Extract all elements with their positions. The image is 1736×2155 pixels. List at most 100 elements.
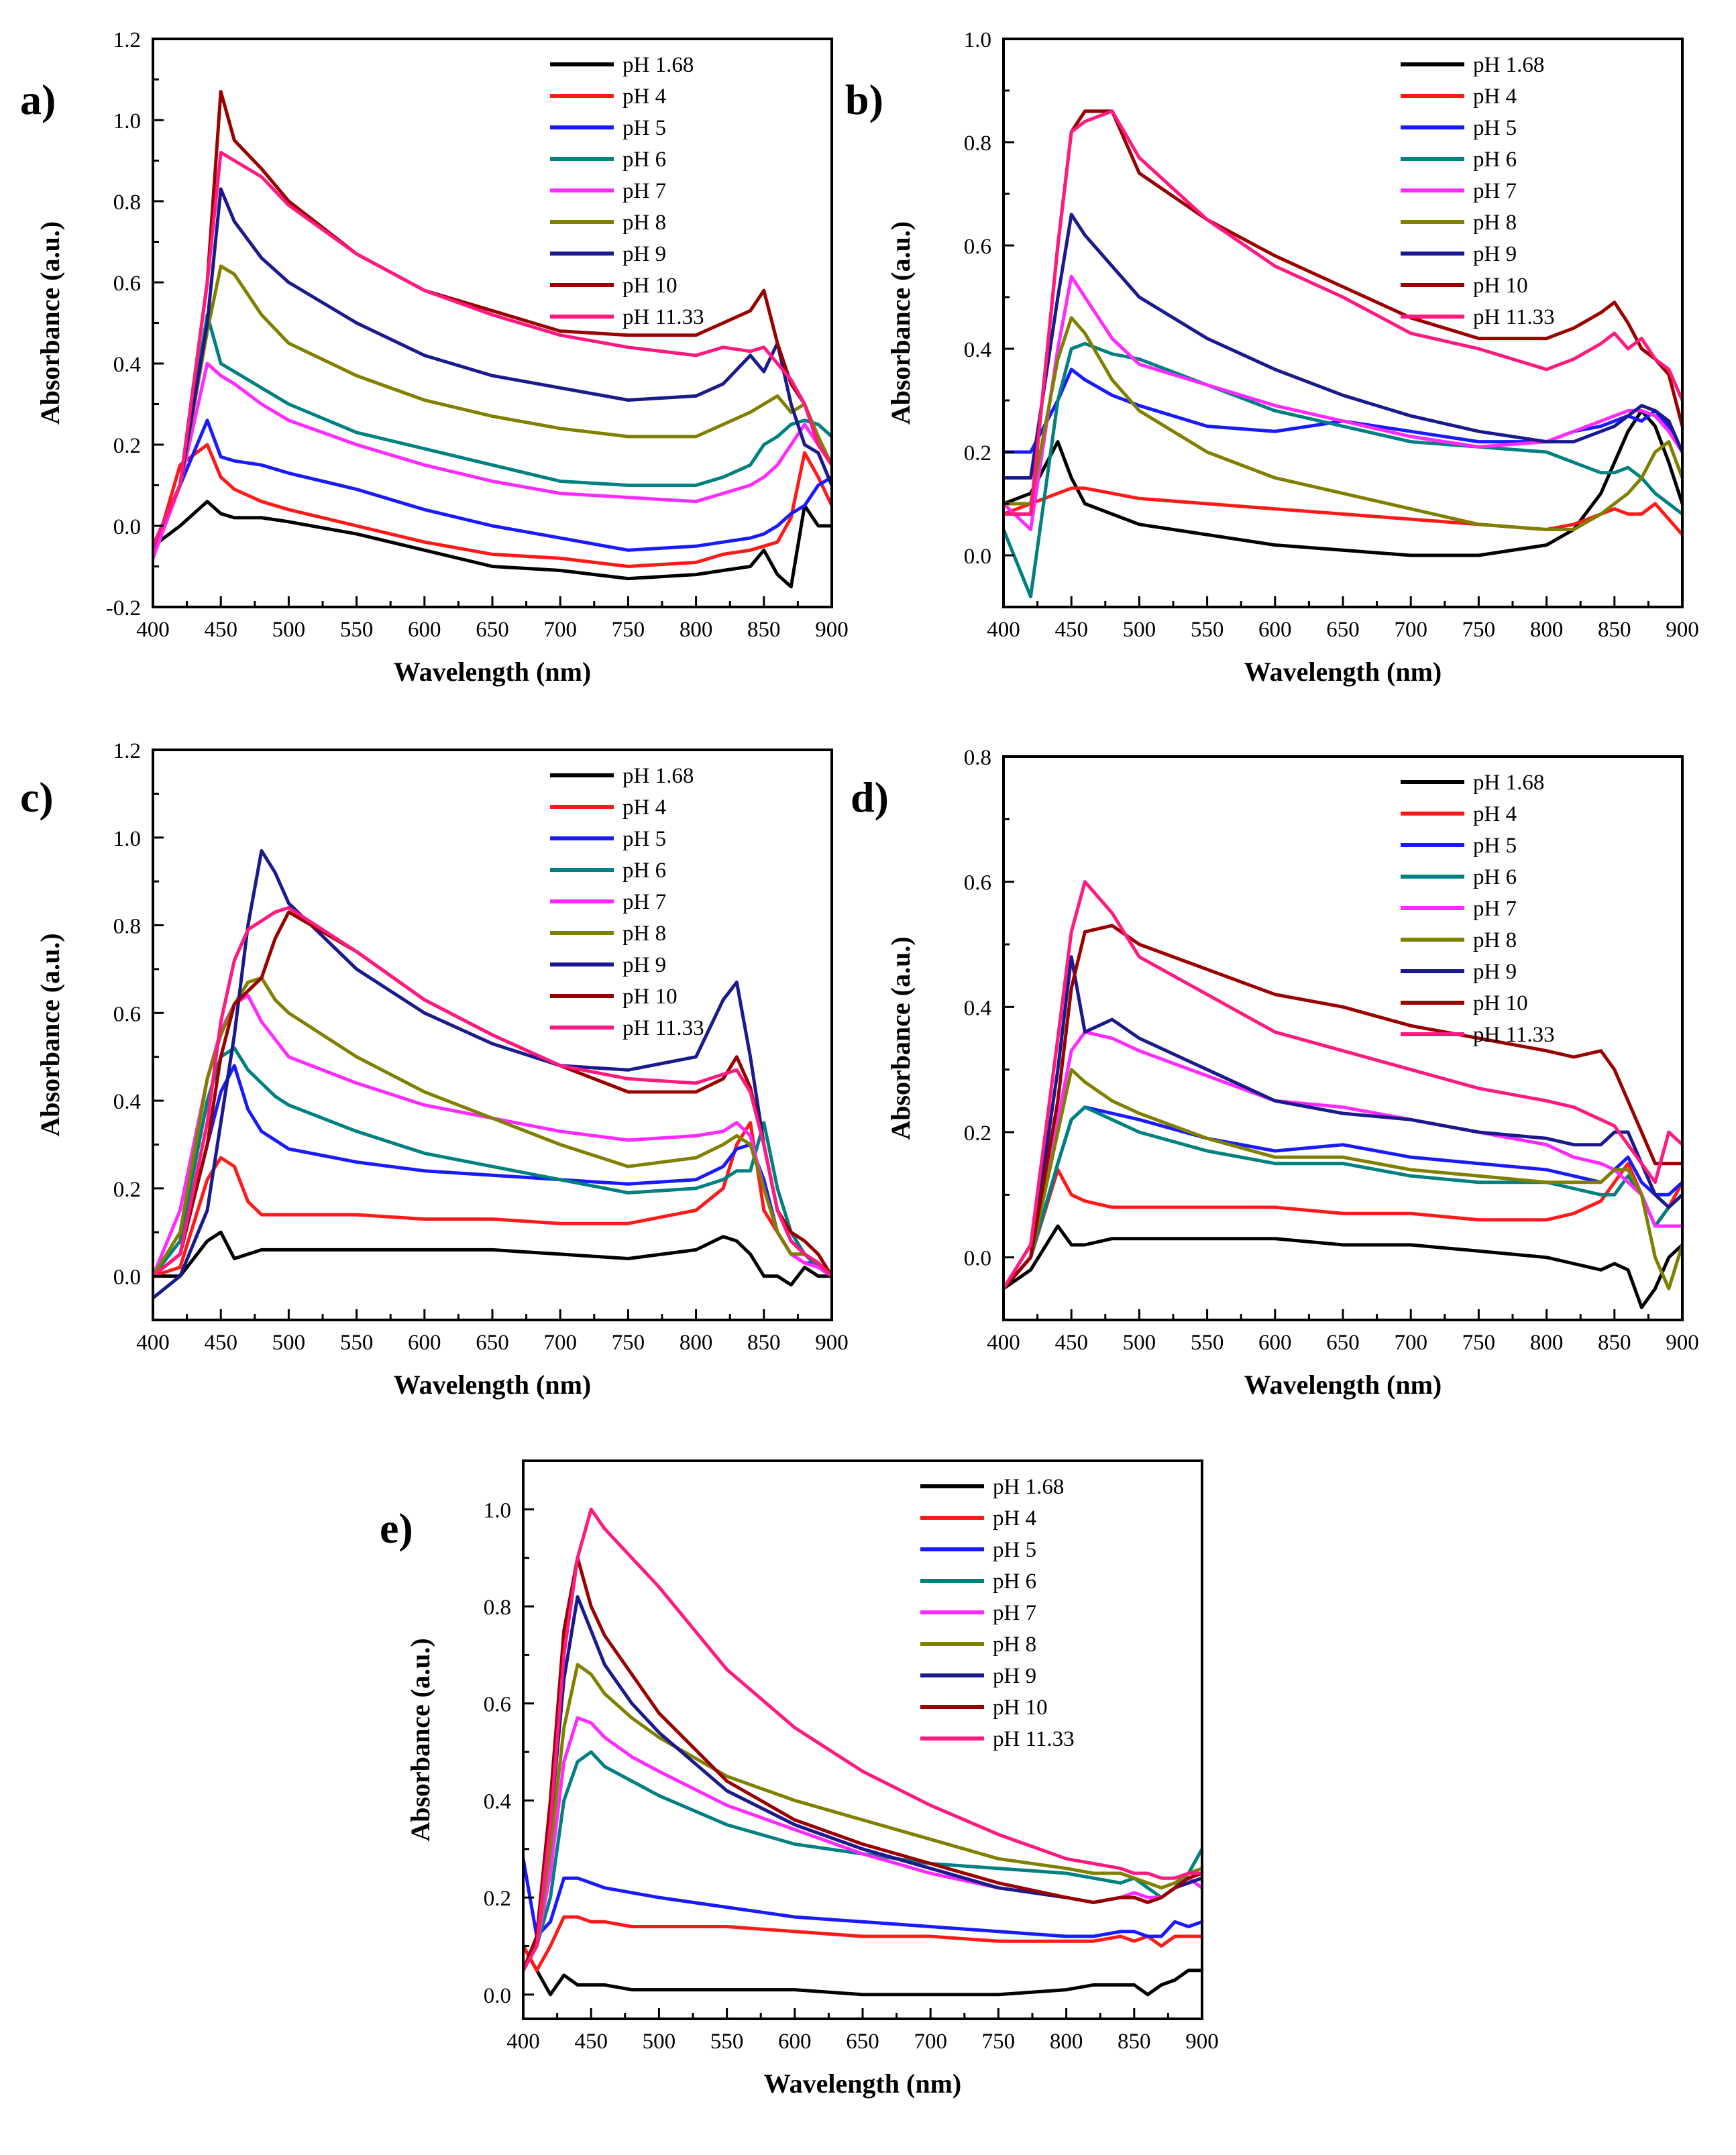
series-line-ph-10	[153, 90, 832, 548]
x-tick-label: 850	[747, 618, 781, 642]
legend-label: pH 7	[1473, 179, 1517, 203]
legend-label: pH 7	[1473, 897, 1517, 921]
x-tick-label: 700	[1394, 618, 1427, 642]
series-line-ph-9	[523, 1595, 1202, 1973]
legend: pH 1.68 pH 4 pH 5 pH 6 pH 7 pH 8 pH 9 pH 10 pH 1…	[550, 764, 704, 1040]
x-tick-label: 450	[574, 2030, 608, 2054]
series-group	[1003, 109, 1682, 599]
legend-label: pH 10	[993, 1696, 1048, 1720]
y-tick-label: 1.2	[113, 28, 141, 52]
x-tick-label: 650	[846, 2030, 879, 2054]
legend-label: pH 11.33	[1473, 305, 1555, 329]
x-tick-label: 750	[982, 2030, 1016, 2054]
series-line-ph-10	[1003, 924, 1682, 1290]
y-tick-label: 0.4	[964, 338, 991, 362]
x-tick-label: 400	[987, 1331, 1020, 1355]
series-line-ph-10	[153, 910, 832, 1278]
y-tick-label: 1.0	[113, 827, 141, 851]
series-line-ph-11-33	[1003, 109, 1682, 516]
y-tick-label: 0.4	[113, 1090, 141, 1114]
x-tick-label: 450	[204, 1331, 237, 1355]
legend-label: pH 4	[993, 1506, 1036, 1531]
y-tick-label: 0.6	[113, 1002, 141, 1026]
legend-label: pH 4	[1473, 85, 1517, 109]
series-line-ph-1-68	[1003, 1224, 1682, 1309]
legend-label: pH 6	[1473, 865, 1517, 889]
y-tick-label: 0.4	[113, 353, 141, 377]
series-line-ph-7	[1003, 1030, 1682, 1290]
legend: pH 1.68 pH 4 pH 5 pH 6 pH 7 pH 8 pH 9 pH 10 pH 1…	[920, 1475, 1075, 1751]
x-tick-label: 850	[1598, 1331, 1631, 1355]
y-tick-label: 0.8	[113, 190, 141, 215]
x-tick-label: 650	[476, 1331, 509, 1355]
x-tick-label: 600	[408, 618, 441, 642]
legend-label: pH 9	[993, 1664, 1036, 1688]
x-tick-label: 400	[987, 618, 1020, 642]
y-tick-label: 0.0	[113, 1266, 141, 1290]
x-axis-title: Wavelength (nm)	[1244, 657, 1442, 687]
legend-label: pH 8	[622, 211, 666, 235]
y-tick-label: 0.0	[964, 545, 991, 569]
x-tick-label: 600	[778, 2030, 812, 2054]
legend-label: pH 8	[993, 1633, 1036, 1657]
series-line-ph-5	[523, 1857, 1202, 1938]
x-tick-label: 450	[1054, 618, 1088, 642]
series-line-ph-11-33	[153, 905, 832, 1278]
x-tick-label: 800	[1530, 618, 1564, 642]
x-tick-label: 450	[204, 618, 237, 642]
series-line-ph-1-68	[523, 1944, 1202, 1997]
x-tick-label: 900	[1666, 618, 1699, 642]
x-tick-label: 400	[136, 1331, 170, 1355]
x-tick-label: 700	[914, 2030, 947, 2054]
series-line-ph-8	[1003, 316, 1682, 531]
legend-label: pH 11.33	[622, 1016, 704, 1040]
series-line-ph-11-33	[153, 150, 832, 548]
legend-label: pH 8	[622, 922, 666, 946]
x-tick-label: 800	[680, 618, 713, 642]
x-tick-label: 600	[408, 1331, 441, 1355]
legend-label: pH 7	[993, 1601, 1036, 1625]
series-line-ph-5	[1003, 368, 1682, 454]
legend-label: pH 11.33	[622, 305, 704, 329]
x-axis-title: Wavelength (nm)	[394, 1370, 591, 1400]
x-tick-label: 900	[815, 618, 849, 642]
chart-panel-1: 400 450 500 550 600 650 700 750 800 850 900 -0.2 0.0…	[20, 28, 849, 687]
legend-label: pH 5	[993, 1538, 1036, 1562]
x-tick-label: 850	[1598, 618, 1631, 642]
legend: pH 1.68 pH 4 pH 5 pH 6 pH 7 pH 8 pH 9 pH 10 pH 1…	[1401, 771, 1555, 1047]
series-group	[1003, 880, 1682, 1309]
legend-label: pH 1.68	[622, 53, 694, 77]
plot-frame	[152, 38, 833, 608]
series-line-ph-7	[153, 362, 832, 560]
chart-panel-5: 400 450 500 550 600 650 700 750 800 850 900 0.0 0.2 0…	[380, 1459, 1219, 2099]
series-line-ph-5	[1003, 1105, 1682, 1290]
series-line-ph-11-33	[523, 1507, 1202, 1973]
x-tick-label: 700	[1394, 1331, 1427, 1355]
series-line-ph-1-68	[1003, 408, 1682, 557]
x-tick-label: 550	[340, 1331, 374, 1355]
y-tick-label: 0.8	[964, 746, 991, 770]
x-tick-label: 650	[1326, 618, 1360, 642]
x-tick-label: 900	[1666, 1331, 1699, 1355]
legend-label: pH 4	[622, 795, 666, 820]
legend-label: pH 7	[622, 890, 666, 914]
x-tick-label: 900	[1185, 2030, 1219, 2054]
legend-label: pH 5	[1473, 116, 1517, 140]
y-tick-label: 0.2	[964, 1121, 991, 1146]
y-tick-label: 0.4	[484, 1789, 511, 1814]
legend: pH 1.68 pH 4 pH 5 pH 6 pH 7 pH 8 pH 9 pH 10 pH 1…	[550, 53, 704, 329]
y-tick-label: 0.4	[964, 996, 991, 1020]
panel-label: d)	[851, 773, 889, 821]
y-tick-label: 0.6	[964, 235, 991, 259]
legend-label: pH 6	[993, 1569, 1036, 1594]
series-group	[523, 1507, 1202, 1997]
legend-label: pH 6	[622, 148, 666, 172]
series-line-ph-4	[153, 443, 832, 568]
series-line-ph-5	[153, 419, 832, 552]
series-line-ph-8	[153, 264, 832, 548]
y-tick-label: 0.8	[113, 915, 141, 939]
series-line-ph-6	[1003, 1105, 1682, 1290]
y-tick-label: 0.8	[484, 1596, 511, 1620]
series-line-ph-10	[1003, 109, 1682, 516]
series-line-ph-9	[1003, 955, 1682, 1290]
